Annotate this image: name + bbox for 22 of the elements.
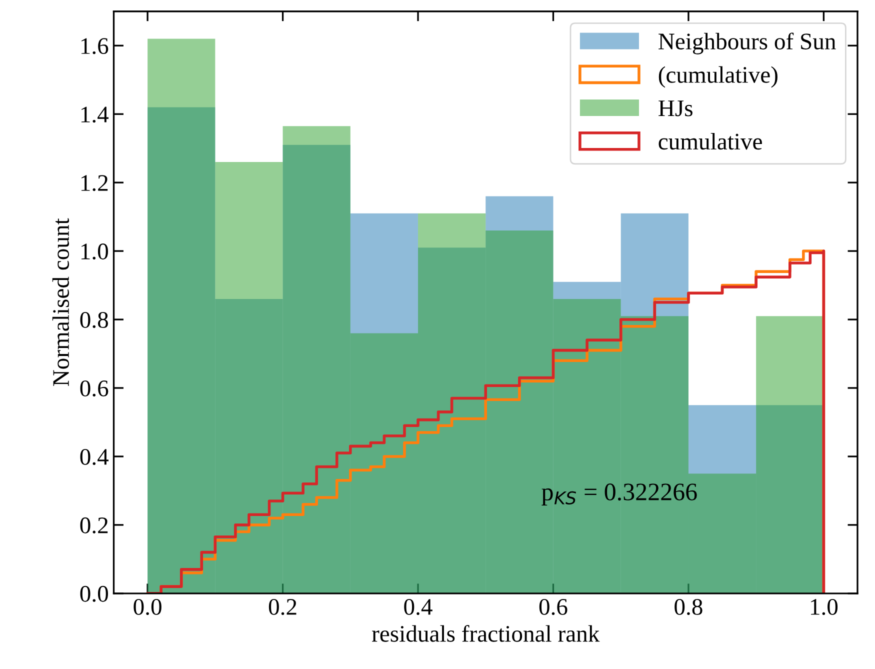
- x-axis-title: residuals fractional rank: [372, 624, 600, 642]
- y-axis-title: Normalised count: [52, 218, 70, 386]
- y-tick-label: 1.6: [81, 38, 108, 54]
- y-tick-label: 0.0: [80, 586, 108, 602]
- x-tick-label: 0.0: [134, 598, 162, 615]
- y-tick-label: 0.6: [80, 380, 108, 397]
- x-tick-label: 0.4: [404, 598, 432, 615]
- legend-label: (cumulative): [658, 66, 778, 88]
- x-tick-label: 0.2: [268, 598, 296, 615]
- y-tick-label: 0.2: [80, 517, 108, 534]
- x-tick-label: 0.8: [674, 598, 702, 615]
- legend-label: Neighbours of Sun: [658, 32, 836, 54]
- legend-label: cumulative: [658, 133, 762, 150]
- x-tick-label: 1.0: [811, 598, 838, 615]
- y-tick-label: 1.4: [81, 106, 109, 123]
- legend-label: HJs: [658, 100, 692, 116]
- x-tick-label: 0.6: [539, 598, 568, 615]
- y-tick-label: 0.8: [80, 312, 108, 328]
- annotation: p$_{KS}$ = 0.322266: [542, 484, 697, 506]
- y-tick-label: 1.2: [81, 175, 108, 192]
- y-tick-label: 1.0: [81, 244, 108, 260]
- y-tick-label: 0.4: [80, 448, 109, 465]
